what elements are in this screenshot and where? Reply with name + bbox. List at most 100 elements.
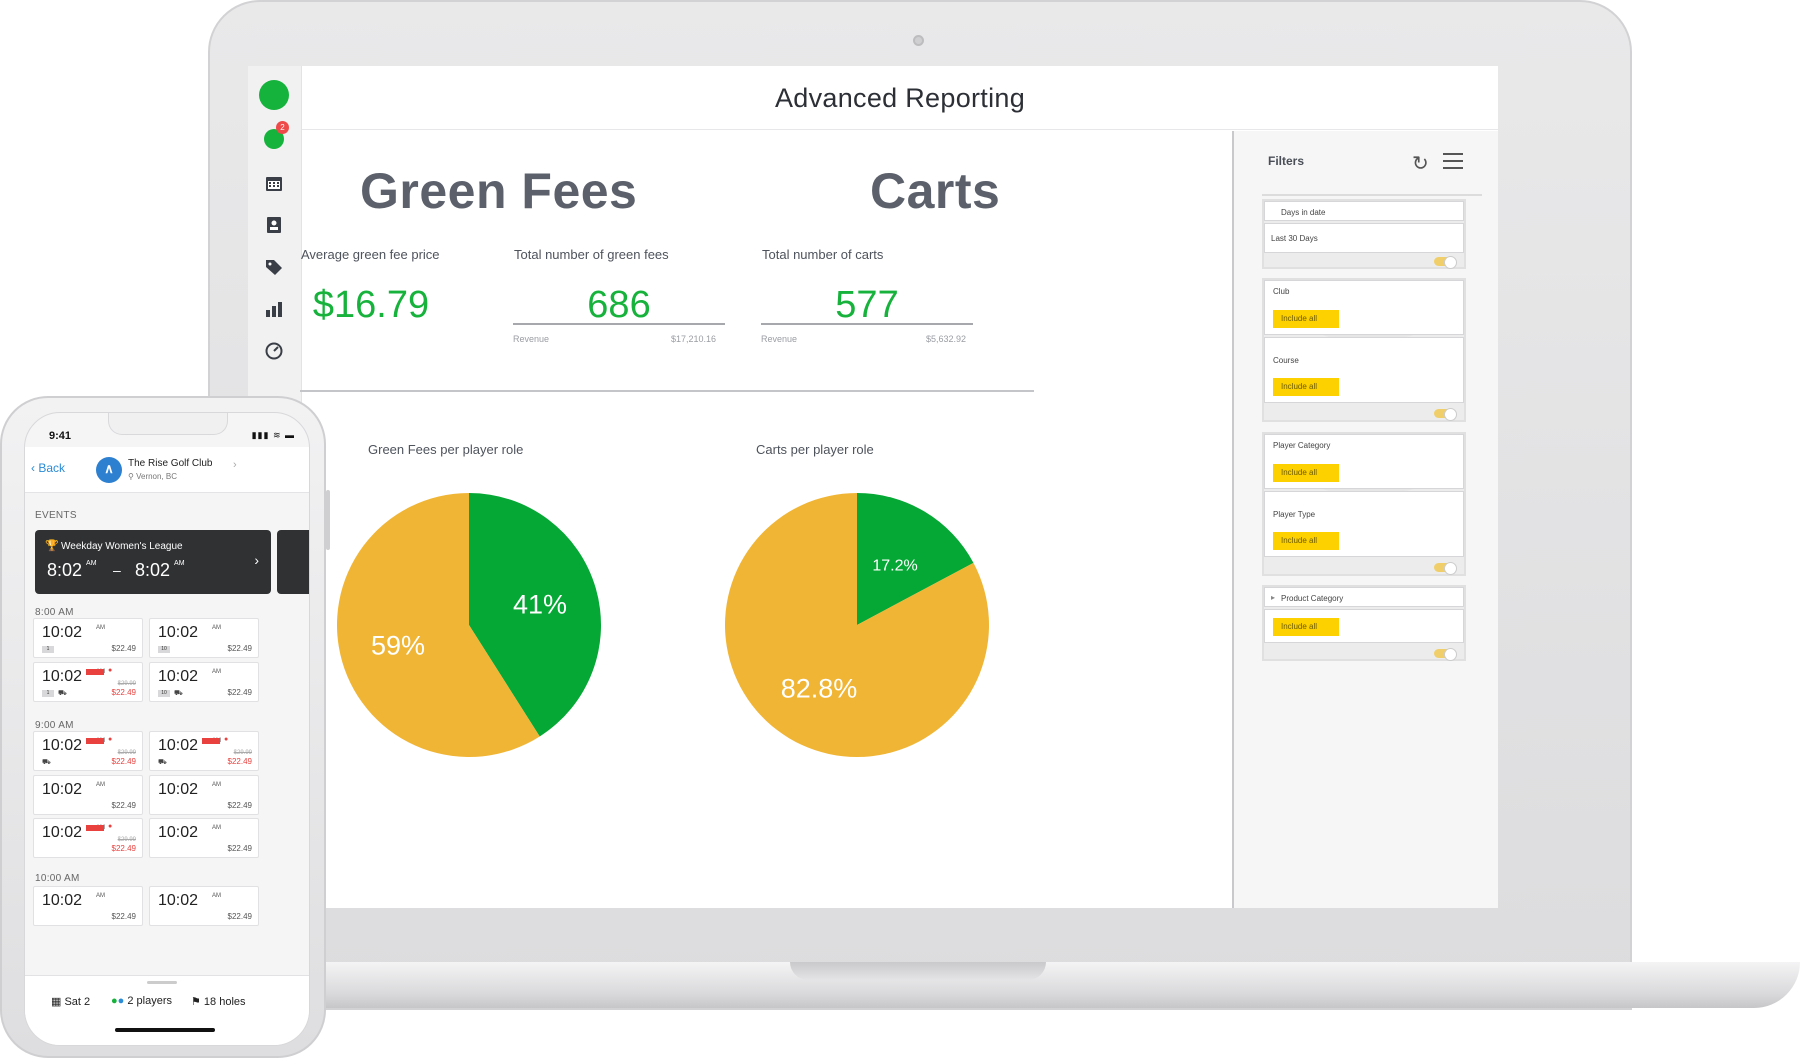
laptop-notch [790,962,1046,980]
slot-time: 10:02 [42,824,83,841]
menu-icon[interactable] [1443,153,1463,169]
product-toggle[interactable] [1434,648,1457,661]
app-logo-icon[interactable] [259,80,289,110]
date-selector[interactable]: ▦ Sat 2 [51,995,90,1008]
phone-screen: 9:41 ▮▮▮ ≋ ▬ ‹ Back ∧ The Rise Golf Club… [24,412,310,1046]
holes-selector[interactable]: ⚑ 18 holes [191,995,246,1008]
product-category-filter: Include all [1264,609,1464,643]
slot-time: 10:02 [158,781,199,798]
tee-time-slot[interactable]: 10:02 AM $22.49 10 [149,618,259,658]
reset-icon[interactable]: ↻ [1412,153,1429,175]
tag-icon[interactable] [259,252,289,282]
carts-rule [761,323,973,325]
slot-price: $22.49 [111,644,136,653]
carts-pie-chart: 17.2% 82.8% [725,493,989,757]
tee-time-slot[interactable]: 10:02 AM $22.49 [33,886,143,926]
days-value: Last 30 Days [1271,234,1318,243]
product-category-header[interactable]: ▸ Product Category [1264,587,1464,607]
event-card-next[interactable] [277,530,309,594]
event-end-time: 8:02 AM [135,560,185,581]
total-carts-value: 577 [835,284,899,326]
sheet-grabber[interactable] [147,981,177,984]
location-pin-icon: ⚲ [128,472,137,481]
home-indicator [115,1028,215,1032]
product-include-all-button[interactable]: Include all [1273,618,1339,636]
player-type-include-all-button[interactable]: Include all [1273,532,1339,550]
event-start: 8:02 [47,560,83,580]
event-dash: – [113,562,121,578]
back-button[interactable]: ‹ Back [31,461,65,475]
slot-ampm: AM [212,893,221,899]
club-include-all-button[interactable]: Include all [1273,310,1339,328]
event-start-time: 8:02 AM [47,560,97,581]
players-selector[interactable]: ●● 2 players [111,995,172,1007]
chevron-right-icon[interactable]: › [233,459,237,471]
date-label: Sat 2 [64,996,91,1008]
status-icons: ▮▮▮ ≋ ▬ [251,430,295,440]
tee-time-slot[interactable]: 10:02 AM $22.49 [149,886,259,926]
cart-icon: ⛟ [174,690,183,697]
trophy-icon: 🏆 [45,540,59,552]
back-label: Back [38,461,66,475]
days-select[interactable]: Last 30 Days [1264,223,1464,253]
days-toggle[interactable] [1434,256,1457,269]
calendar-icon: ▦ [51,996,65,1008]
tee-time-slot[interactable]: 10:02 AM $22.49 1 [33,618,143,658]
players-icon: ● [111,995,118,1007]
slot-ampm: AM [96,625,105,631]
event-card[interactable]: 🏆 Weekday Women's League 8:02 AM – 8:02 AM… [35,530,271,594]
club-logo-icon: ∧ [96,457,122,483]
slot-ampm: AM [96,893,105,899]
slot-ampm: AM [96,782,105,788]
green-fees-revenue-label: Revenue [513,334,550,344]
dashboard-icon[interactable] [259,336,289,366]
tee-time-slot[interactable]: 10:02 AM $22.49 10 ⛟ [149,662,259,702]
club-location-text: Vernon, BC [136,472,178,481]
hot-deal-icon: ● [108,823,113,830]
contacts-icon[interactable] [259,210,289,240]
pie-slice [337,493,540,757]
tee-time-slot[interactable]: 10:02 AM $22.49 [149,775,259,815]
flag-icon: ⚑ [191,996,204,1008]
slot-time: 10:02 [42,781,83,798]
holes-chip: 1 [42,646,54,653]
course-include-all-button[interactable]: Include all [1273,378,1339,396]
phone-power-button [326,490,330,550]
club-name[interactable]: The Rise Golf Club [128,458,213,469]
course-label: Course [1273,356,1299,365]
filters-title: Filters [1268,154,1305,168]
cart-icon: ⛟ [158,759,167,766]
calendar-icon[interactable] [259,168,289,198]
club-toggle[interactable] [1434,408,1457,421]
tee-time-slot[interactable]: 10:02 AM $22.49 [149,818,259,858]
course-filter: Course Include all [1264,337,1464,403]
player-type-label: Player Type [1273,510,1316,519]
slot-ampm: AM [212,825,221,831]
cart-icon: ⛟ [42,759,51,766]
reporting-screen: 2 Advanced Reporting Green Fees Carts Av… [248,66,1498,908]
total-green-fees-value: 686 [587,284,651,326]
reports-icon[interactable] [259,294,289,324]
player-category-include-all-button[interactable]: Include all [1273,464,1339,482]
slot-old-price: $29.99 [233,750,252,756]
total-green-fees-label: Total number of green fees [514,247,669,262]
notifications-icon[interactable]: 2 [259,121,289,154]
slot-time: 10:02 [42,737,83,754]
laptop-camera [913,35,924,46]
expand-triangle-icon: ▸ [1271,593,1276,602]
slot-time: 10:02 [42,624,83,641]
event-name: Weekday Women's League [61,541,183,552]
pie-slice-label: 82.8% [781,673,858,703]
section-8am: 8:00 AM [35,607,74,618]
carts-chart-title: Carts per player role [756,442,874,457]
slot-price: $22.49 [111,688,136,697]
section-10am: 10:00 AM [35,873,80,884]
avg-green-fee-label: Average green fee price [301,247,440,262]
tee-time-slot[interactable]: 10:02 AM $22.49 [33,775,143,815]
discount-tag [86,825,104,831]
player-toggle[interactable] [1434,562,1457,575]
